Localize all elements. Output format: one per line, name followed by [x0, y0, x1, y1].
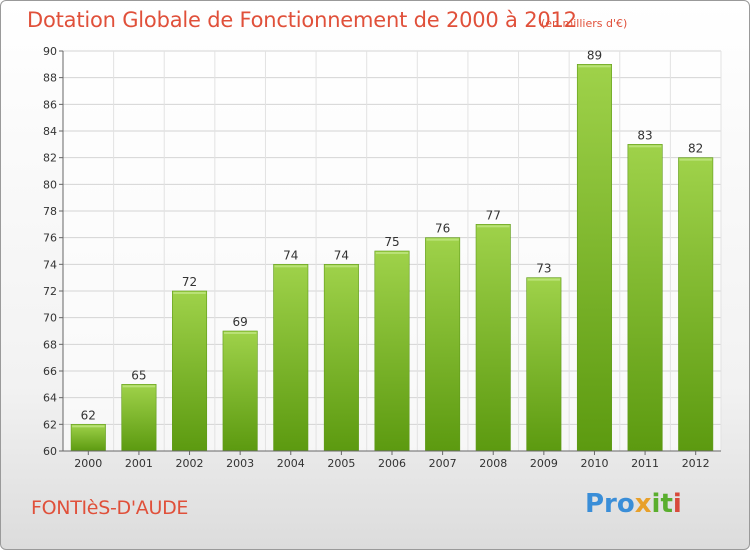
- y-tick-label: 82: [43, 152, 57, 165]
- x-tick-label: 2008: [479, 457, 507, 470]
- labels: 60 62 64 66 68 70 72 74 76 78 80 82 84 86 88 90 62 2000 65…: [43, 45, 710, 470]
- y-tick-label: 78: [43, 205, 57, 218]
- bar-highlight: [426, 238, 459, 241]
- y-tick-label: 90: [43, 45, 57, 58]
- bar-highlight: [628, 145, 662, 148]
- bar-highlight: [72, 425, 105, 428]
- x-tick-label: 2006: [378, 457, 406, 470]
- y-tick-label: 74: [43, 258, 57, 271]
- bar-highlight: [477, 225, 510, 228]
- y-tick-label: 72: [43, 285, 57, 298]
- bar-value-label: 65: [131, 368, 146, 382]
- x-tick-label: 2001: [125, 457, 153, 470]
- y-tick-label: 64: [43, 392, 57, 405]
- axes: [59, 50, 721, 455]
- bar: [121, 384, 157, 452]
- bar: [526, 277, 562, 452]
- x-tick-label: 2002: [176, 457, 204, 470]
- y-tick-label: 60: [43, 445, 57, 458]
- chart-title: Dotation Globale de Fonctionnement de 20…: [27, 8, 577, 32]
- logo-part: i: [672, 489, 682, 519]
- bar: [425, 237, 461, 452]
- logo-part: x: [634, 489, 652, 519]
- bar-highlight: [173, 292, 206, 294]
- bar-highlight: [527, 278, 561, 281]
- y-tick-label: 62: [43, 418, 57, 431]
- bar-value-label: 69: [233, 315, 248, 329]
- bar: [576, 64, 612, 452]
- bar-value-label: 77: [486, 208, 501, 222]
- bar: [70, 424, 106, 452]
- proxiti-logo: Proxiti: [585, 489, 682, 519]
- bar-highlight: [122, 385, 156, 388]
- bar: [374, 250, 410, 452]
- bar-value-label: 74: [283, 248, 298, 262]
- x-tick-label: 2012: [682, 457, 710, 470]
- x-tick-label: 2011: [631, 457, 659, 470]
- bar-value-label: 62: [81, 408, 96, 422]
- chart-subtitle: (en milliers d'€): [541, 17, 628, 30]
- bar-value-label: 75: [384, 235, 399, 249]
- bar-highlight: [679, 158, 712, 161]
- y-tick-label: 88: [43, 72, 57, 85]
- y-tick-label: 70: [43, 312, 57, 325]
- y-tick-label: 76: [43, 232, 57, 245]
- logo-part: it: [651, 489, 673, 519]
- bar: [678, 157, 714, 452]
- bar: [273, 264, 309, 452]
- bar-highlight: [274, 265, 307, 268]
- x-tick-label: 2005: [327, 457, 355, 470]
- bar-value-label: 83: [637, 128, 652, 142]
- x-tick-label: 2007: [429, 457, 457, 470]
- bars: [70, 64, 714, 452]
- bar: [222, 330, 258, 452]
- bar-highlight: [578, 65, 611, 68]
- bar-highlight: [223, 332, 257, 334]
- bar-highlight: [325, 265, 358, 268]
- bar-value-label: 89: [587, 48, 602, 62]
- y-tick-label: 80: [43, 178, 57, 191]
- y-tick-label: 86: [43, 98, 57, 111]
- x-tick-label: 2004: [277, 457, 305, 470]
- x-tick-label: 2000: [74, 457, 102, 470]
- y-tick-label: 66: [43, 365, 57, 378]
- bar: [475, 224, 511, 452]
- x-tick-label: 2010: [580, 457, 608, 470]
- bar: [323, 264, 359, 452]
- bar-value-label: 76: [435, 222, 450, 236]
- logo-part: Pro: [585, 489, 635, 519]
- commune-name: FONTIèS-D'AUDE: [31, 497, 189, 519]
- bar: [627, 144, 663, 452]
- bar-value-label: 73: [536, 262, 551, 276]
- x-tick-label: 2003: [226, 457, 254, 470]
- y-tick-label: 68: [43, 338, 57, 351]
- bar: [172, 290, 208, 452]
- x-tick-label: 2009: [530, 457, 558, 470]
- bar-highlight: [375, 252, 409, 254]
- bar-value-label: 74: [334, 248, 349, 262]
- bar-value-label: 82: [688, 142, 703, 156]
- y-tick-label: 84: [43, 125, 57, 138]
- bar-value-label: 72: [182, 275, 197, 289]
